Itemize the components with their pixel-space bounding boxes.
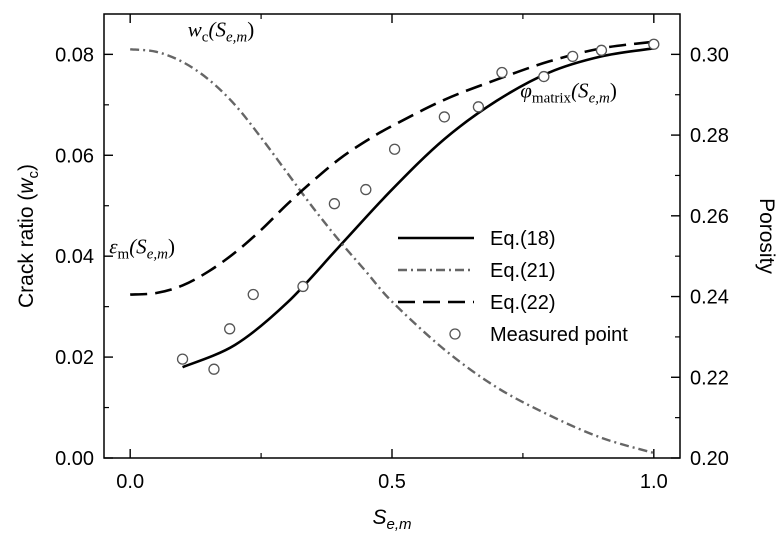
annotation-wc-part: e,m xyxy=(226,30,247,46)
x-tick-label: 0.0 xyxy=(116,471,144,493)
y-left-label-main: Crack ratio ( xyxy=(15,194,38,308)
series-line-dash-dot xyxy=(130,48,655,455)
annotation-wc-part: (S xyxy=(208,18,226,42)
y-axis-left-label: Crack ratio (wc) xyxy=(15,164,42,308)
measured-point xyxy=(595,44,608,56)
series-layer xyxy=(130,38,660,455)
annotation-wc-part: c xyxy=(202,30,209,46)
measured-point xyxy=(360,183,372,196)
tick-labels: 0.0 0.5 1.0 0.00 0.02 0.04 0.06 0.08 0.20 0.22 0.2… xyxy=(55,44,729,493)
annotation-eps: εm(Se,m) xyxy=(109,235,175,263)
annotation-phi-part: (S xyxy=(571,78,589,102)
measured-point xyxy=(567,50,579,63)
measured-point xyxy=(297,280,309,293)
measured-point xyxy=(328,198,341,210)
annotation-wc-part: ) xyxy=(247,18,254,42)
annotation-phi-part: matrix xyxy=(532,90,572,106)
annotation-phi-part: e,m xyxy=(589,90,610,106)
annotation-phi: φmatrix(Se,m) xyxy=(520,78,617,106)
y-left-tick-label: 0.02 xyxy=(55,347,94,369)
measured-point xyxy=(438,111,451,123)
y-right-tick-label: 0.28 xyxy=(690,125,729,147)
legend-label: Eq.(18) xyxy=(490,228,556,250)
legend: Eq.(18) Eq.(21) Eq.(22) Measured point xyxy=(398,228,628,346)
legend-marker xyxy=(449,328,461,340)
measured-point xyxy=(472,101,485,113)
measured-point xyxy=(496,66,508,79)
annotation-wc-part: w xyxy=(188,18,202,42)
plot-frame xyxy=(103,13,681,459)
measured-point xyxy=(224,323,236,335)
x-tick-label: 0.5 xyxy=(378,471,406,493)
annotation-wc: wc(Se,m) xyxy=(188,18,254,46)
y-left-tick-label: 0.08 xyxy=(55,44,94,66)
y-right-tick-label: 0.30 xyxy=(690,44,729,66)
y-left-label-sub: c xyxy=(25,170,42,178)
annotation-eps-part: m xyxy=(118,247,130,263)
y-left-tick-label: 0.06 xyxy=(55,145,94,167)
x-axis-label: Se,m xyxy=(372,506,411,533)
y-axis-right-label: Porosity xyxy=(755,198,776,274)
annotation-phi-part: ) xyxy=(610,78,617,102)
x-tick-label: 1.0 xyxy=(640,471,668,493)
x-axis-label-main: S xyxy=(372,506,386,529)
curve-annotations: wc(Se,m)φmatrix(Se,m)εm(Se,m) xyxy=(109,18,617,263)
legend-label: Eq.(22) xyxy=(490,292,556,314)
legend-label: Eq.(21) xyxy=(490,260,556,282)
y-right-tick-label: 0.20 xyxy=(690,448,729,470)
y-left-tick-label: 0.00 xyxy=(55,448,94,470)
annotation-eps-part: ) xyxy=(168,235,175,259)
annotation-eps-part: (S xyxy=(129,235,147,259)
y-left-tick-label: 0.04 xyxy=(55,246,94,268)
legend-label: Measured point xyxy=(490,324,628,346)
y-left-label-var: w xyxy=(15,177,38,194)
measured-point xyxy=(388,143,401,155)
y-right-tick-label: 0.24 xyxy=(690,287,729,309)
y-right-tick-label: 0.22 xyxy=(690,367,729,389)
y-left-label-close: ) xyxy=(15,164,38,171)
y-right-tick-label: 0.26 xyxy=(690,206,729,228)
measured-point xyxy=(208,363,220,375)
measured-point xyxy=(247,288,259,301)
x-axis-label-sub: e,m xyxy=(387,516,412,533)
series-line-solid xyxy=(182,47,655,369)
annotation-phi-part: φ xyxy=(520,78,532,102)
annotation-eps-part: ε xyxy=(109,235,118,259)
measured-point xyxy=(176,353,189,365)
annotation-eps-part: e,m xyxy=(147,247,168,263)
series-line-dashed xyxy=(130,40,654,296)
measured-point xyxy=(538,70,550,83)
measured-point xyxy=(648,38,660,50)
